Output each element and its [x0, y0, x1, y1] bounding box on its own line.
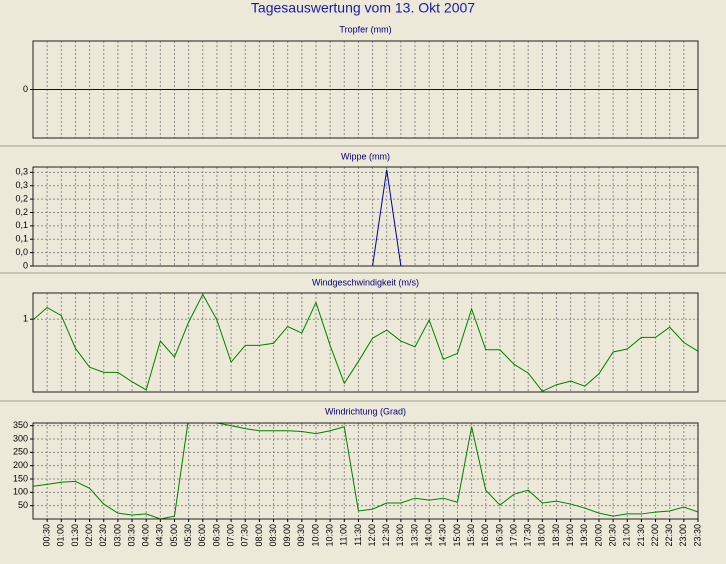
- x-tick-label: 16:00: [480, 524, 490, 547]
- x-tick-label: 01:30: [70, 524, 80, 547]
- y-tick-label: 300: [13, 433, 28, 443]
- y-tick-label: 0,3: [15, 167, 28, 177]
- x-tick-label: 02:00: [84, 524, 94, 547]
- x-tick-label: 19:30: [579, 524, 589, 547]
- x-tick-label: 13:00: [395, 524, 405, 547]
- y-tick-label: 0,2: [15, 207, 28, 217]
- x-tick-label: 00:30: [42, 524, 52, 547]
- x-tick-label: 11:30: [353, 524, 363, 546]
- y-tick-label: 0,2: [15, 193, 28, 203]
- x-tick-label: 21:00: [622, 524, 632, 547]
- x-tick-label: 19:00: [565, 524, 575, 547]
- x-tick-label: 08:30: [268, 524, 278, 547]
- y-tick-label: 250: [13, 447, 28, 457]
- x-tick-label: 10:30: [325, 524, 335, 547]
- x-tick-label: 12:30: [381, 524, 391, 547]
- x-tick-label: 14:30: [438, 524, 448, 547]
- panel-title: Tropfer (mm): [339, 24, 391, 34]
- x-tick-label: 17:00: [508, 524, 518, 547]
- y-tick-label: 200: [13, 460, 28, 470]
- x-tick-label: 12:00: [367, 524, 377, 547]
- plot-frame: [32, 40, 699, 139]
- x-tick-label: 18:30: [551, 524, 561, 547]
- x-tick-label: 22:30: [664, 524, 674, 547]
- y-tick-label: 0,1: [15, 220, 28, 230]
- x-tick-label: 13:30: [409, 524, 419, 547]
- plot-frame: [32, 166, 699, 267]
- x-tick-label: 23:00: [678, 524, 688, 547]
- y-tick-label: 350: [13, 420, 28, 430]
- x-tick-label: 22:00: [650, 524, 660, 547]
- panel-title: Windrichtung (Grad): [325, 406, 406, 416]
- y-tick-label: 0: [23, 260, 28, 270]
- x-tick-label: 03:30: [126, 524, 136, 547]
- x-tick-label: 03:00: [112, 524, 122, 547]
- x-tick-label: 20:30: [607, 524, 617, 547]
- x-tick-label: 07:00: [225, 524, 235, 547]
- x-tick-label: 05:30: [183, 524, 193, 547]
- data-line: [33, 423, 698, 519]
- x-tick-label: 09:30: [296, 524, 306, 547]
- y-tick-label: 100: [13, 487, 28, 497]
- y-tick-label: 150: [13, 473, 28, 483]
- panel-title: Wippe (mm): [341, 151, 390, 161]
- x-tick-label: 01:00: [56, 524, 66, 547]
- y-tick-label: 0: [23, 84, 28, 94]
- y-tick-label: 0,0: [15, 247, 28, 257]
- plot: [33, 423, 698, 519]
- x-tick-label: 15:00: [452, 524, 462, 547]
- x-tick-label: 04:00: [141, 524, 151, 547]
- x-tick-label: 21:30: [636, 524, 646, 547]
- x-tick-label: 11:00: [339, 524, 349, 546]
- x-tick-label: 07:30: [240, 524, 250, 547]
- y-tick-label: 50: [18, 500, 28, 510]
- x-tick-label: 08:00: [254, 524, 264, 547]
- x-tick-label: 06:30: [211, 524, 221, 547]
- panel-title: Windgeschwindigkeit (m/s): [312, 277, 419, 287]
- x-tick-label: 23:30: [692, 524, 702, 547]
- main-title: Tagesauswertung vom 13. Okt 2007: [251, 0, 475, 16]
- x-tick-label: 15:30: [466, 524, 476, 547]
- x-tick-label: 09:00: [282, 524, 292, 547]
- x-tick-label: 14:00: [424, 524, 434, 547]
- x-tick-label: 16:30: [494, 524, 504, 547]
- data-line: [33, 293, 698, 392]
- y-tick-label: 0,3: [15, 180, 28, 190]
- x-tick-label: 04:30: [155, 524, 165, 547]
- plot-frame: [32, 292, 699, 393]
- x-tick-label: 02:30: [98, 524, 108, 547]
- x-tick-label: 06:00: [197, 524, 207, 547]
- x-tick-label: 10:00: [310, 524, 320, 547]
- x-tick-label: 18:00: [537, 524, 547, 547]
- x-tick-label: 05:00: [169, 524, 179, 547]
- y-tick-label: 1: [23, 314, 28, 324]
- y-tick-label: 0,1: [15, 234, 28, 244]
- x-tick-label: 17:30: [523, 524, 533, 547]
- x-tick-label: 20:00: [593, 524, 603, 547]
- plot: [33, 293, 698, 392]
- plot-frame: [32, 422, 699, 520]
